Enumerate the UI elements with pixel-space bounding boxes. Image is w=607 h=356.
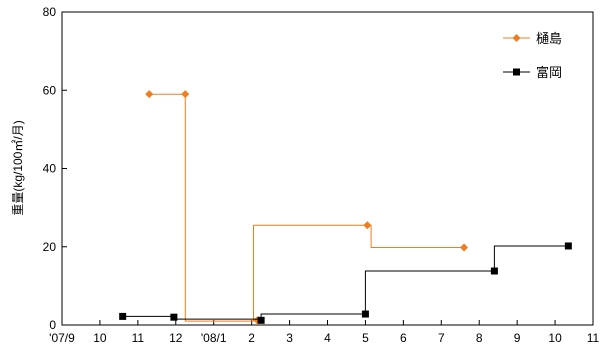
legend-marker [513,68,520,76]
data-point [460,243,469,252]
data-point [145,90,154,99]
x-tick-label: 10 [93,331,107,345]
x-tick-label: 6 [400,331,407,345]
x-tick-label: 12 [169,331,183,345]
y-tick-label: 40 [43,162,57,176]
data-point [181,90,190,99]
data-point [564,242,572,250]
x-tick-label: '08/1 [201,331,227,345]
x-tick-label: 3 [286,331,293,345]
x-tick-label: 11 [132,331,145,345]
x-tick-label: 11 [587,331,600,345]
legend-label: 富岡 [536,65,562,80]
y-tick-label: 20 [43,240,57,254]
x-tick-label: 9 [514,331,521,345]
series-layer [119,90,572,325]
data-point [170,313,178,321]
y-axis-title: 重量(kg/100㎡/月) [11,120,25,215]
x-tick-label: 7 [438,331,445,345]
x-tick-label: 2 [248,331,255,345]
data-point [257,316,265,324]
y-tick-label: 60 [43,83,57,97]
x-axis: '07/9 10 11 12 '08/1 2 3 4 5 6 7 8 9 10 11 [49,320,600,345]
series-line-1 [149,93,464,322]
data-point [361,310,369,318]
y-tick-label: 0 [49,318,56,332]
y-axis: 0 20 40 60 80 [43,5,67,332]
x-tick-label: 4 [324,331,331,345]
x-tick-label: 10 [548,331,562,345]
plot-area [61,11,594,326]
y-tick-label: 80 [43,5,57,19]
legend-marker [512,34,521,42]
legend-label: 樋島 [536,31,562,46]
x-tick-label: '07/9 [49,331,75,345]
x-tick-label: 5 [362,331,369,345]
data-point [363,221,372,230]
x-tick-label: 8 [476,331,483,345]
data-point [119,312,127,320]
data-point [490,267,498,275]
